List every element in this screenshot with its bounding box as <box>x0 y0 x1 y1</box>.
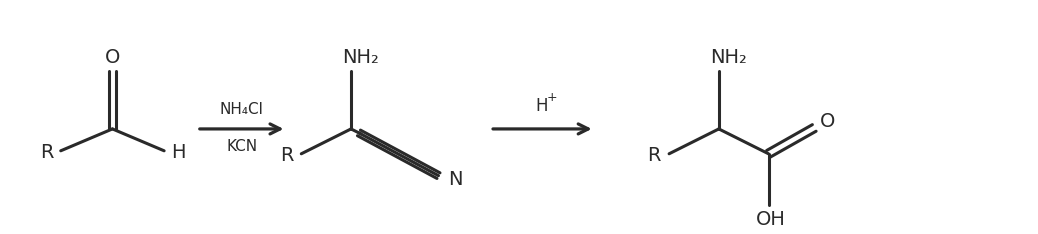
Text: KCN: KCN <box>226 139 257 154</box>
Text: H: H <box>536 97 548 115</box>
Text: O: O <box>819 113 835 132</box>
Text: NH₂: NH₂ <box>343 48 379 67</box>
Text: R: R <box>279 146 293 165</box>
Text: NH₂: NH₂ <box>710 48 747 67</box>
Text: R: R <box>40 143 54 162</box>
Text: O: O <box>105 48 120 67</box>
Text: R: R <box>648 146 661 165</box>
Text: NH₄Cl: NH₄Cl <box>220 102 264 117</box>
Text: H: H <box>171 143 186 162</box>
Text: N: N <box>448 170 463 189</box>
Text: OH: OH <box>756 210 786 229</box>
Text: +: + <box>546 91 557 104</box>
